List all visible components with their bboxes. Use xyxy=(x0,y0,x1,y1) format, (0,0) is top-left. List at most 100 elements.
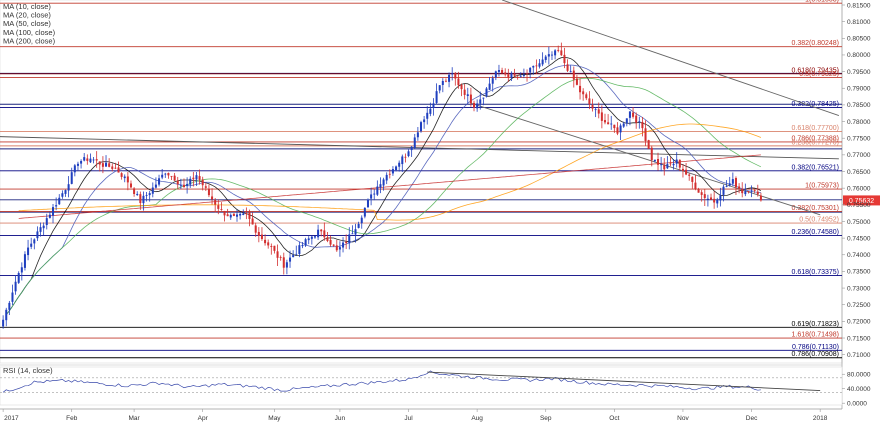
candle-body xyxy=(656,159,660,165)
candle-body xyxy=(494,71,497,78)
candle-body xyxy=(410,146,413,151)
candle-body xyxy=(603,120,607,123)
legend-item: MA (50, close) xyxy=(3,19,51,28)
y-tick-label: 0.75500 xyxy=(847,202,871,209)
candle-body xyxy=(98,161,101,165)
price-frame xyxy=(0,0,843,364)
candle-body xyxy=(8,302,11,310)
candle-body xyxy=(407,151,410,157)
candle-body xyxy=(454,73,457,79)
candle-body xyxy=(139,194,142,204)
candle-body xyxy=(182,184,186,188)
candle-body xyxy=(504,72,507,75)
candle-body xyxy=(164,173,167,175)
candle-body xyxy=(529,67,532,73)
candle-body xyxy=(36,231,39,239)
level-label: 0.786(0.77388) xyxy=(792,135,839,142)
candle-body xyxy=(33,239,36,244)
candle-body xyxy=(133,188,136,195)
candle-body xyxy=(136,193,139,196)
candle-body xyxy=(625,118,628,124)
candle-body xyxy=(376,186,379,195)
rsi-tick-label: 0.0000 xyxy=(847,400,867,407)
candle-body xyxy=(348,234,351,244)
candle-body xyxy=(186,183,189,186)
candle-body xyxy=(229,214,232,218)
candle-body xyxy=(738,186,741,189)
candle-body xyxy=(404,156,407,158)
candle-body xyxy=(747,191,750,193)
candle-body xyxy=(460,85,463,90)
candle-body xyxy=(89,158,92,163)
ma-legend: MA (10, close)MA (20, close)MA (50, clos… xyxy=(3,2,56,45)
candle-body xyxy=(660,164,663,166)
candle-body xyxy=(644,128,647,141)
candle-body xyxy=(513,74,516,76)
candle-body xyxy=(92,159,95,161)
candle-body xyxy=(105,162,108,167)
candle-body xyxy=(260,234,263,239)
candle-body xyxy=(310,236,313,239)
candle-body xyxy=(30,243,33,247)
candle-body xyxy=(295,253,298,255)
y-tick-label: 0.72000 xyxy=(847,319,871,326)
candle-body xyxy=(750,190,753,192)
candle-body xyxy=(282,257,285,268)
candle-body xyxy=(158,178,161,185)
x-tick-label: Oct xyxy=(609,415,619,422)
rsi-tick-label: 80.0000 xyxy=(847,372,871,379)
candle-body xyxy=(148,193,151,196)
ma-line-50 xyxy=(5,77,762,316)
candle-body xyxy=(317,229,320,238)
candle-body xyxy=(753,190,756,191)
candle-body xyxy=(226,214,229,217)
candle-body xyxy=(563,54,566,64)
candle-body xyxy=(17,273,20,283)
candle-body xyxy=(635,115,638,123)
y-tick-label: 0.76000 xyxy=(847,185,871,192)
candle-body xyxy=(628,111,631,118)
x-tick-label: Sep xyxy=(540,415,552,422)
y-tick-label: 0.73500 xyxy=(847,269,871,276)
candle-body xyxy=(541,59,544,65)
candle-body xyxy=(114,167,117,169)
candle-body xyxy=(663,164,666,170)
candle-body xyxy=(20,267,23,273)
candle-body xyxy=(267,242,270,246)
y-tick-label: 0.74500 xyxy=(847,235,871,242)
y-tick-label: 0.73000 xyxy=(847,285,871,292)
candle-body xyxy=(111,166,114,169)
level-label: 0.619(0.71823) xyxy=(792,321,839,328)
candle-body xyxy=(326,237,329,241)
level-label: 0.5(0.74952) xyxy=(799,217,839,224)
candle-body xyxy=(360,217,363,224)
y-tick-label: 0.74000 xyxy=(847,252,871,259)
candle-body xyxy=(245,213,248,215)
candle-body xyxy=(342,242,345,248)
last-price-label: 0.75632 xyxy=(849,198,874,205)
candle-body xyxy=(485,88,488,97)
candle-body xyxy=(413,137,416,148)
candle-body xyxy=(741,189,744,194)
candle-body xyxy=(14,281,17,292)
candle-body xyxy=(61,193,64,197)
candle-body xyxy=(357,223,360,228)
candle-body xyxy=(569,71,572,73)
level-label: 1.618(0.71498) xyxy=(792,332,839,339)
candle-body xyxy=(463,89,466,95)
x-tick-label: Jun xyxy=(335,415,346,422)
candle-body xyxy=(370,194,373,199)
candle-body xyxy=(547,54,550,57)
candle-body xyxy=(731,179,734,184)
candle-body xyxy=(429,108,432,114)
candle-body xyxy=(335,245,338,251)
level-label: 0.236(0.77270) xyxy=(792,139,839,146)
candle-body xyxy=(58,197,61,205)
candle-body xyxy=(482,97,485,99)
level-label: 1(0.81553) xyxy=(805,0,839,4)
candle-body xyxy=(167,173,170,176)
candle-body xyxy=(304,239,307,246)
candle-body xyxy=(522,74,525,76)
candle-body xyxy=(52,207,55,216)
